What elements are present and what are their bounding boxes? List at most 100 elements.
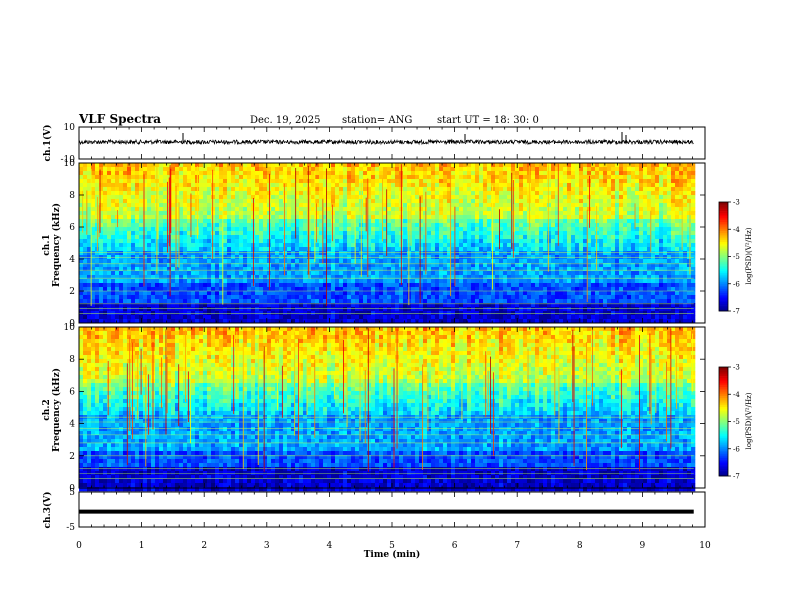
- ch1-spec-cell: [379, 279, 384, 284]
- ch1-spec-cell: [303, 219, 308, 224]
- ch1-spec-cell: [683, 163, 688, 168]
- ch1-spec-cell: [503, 283, 508, 288]
- ch1-spec-cell: [543, 191, 548, 196]
- ch1-spec-cell: [183, 239, 188, 244]
- ch1-spec-cell: [223, 195, 228, 200]
- ch1-spec-cell: [459, 263, 464, 268]
- ch1-spec-cell: [83, 195, 88, 200]
- ch1-spec-cell: [607, 171, 612, 176]
- ch1-spec-cell: [503, 235, 508, 240]
- ch1-spec-cell: [303, 263, 308, 268]
- ch1-spec-cell: [471, 175, 476, 180]
- ch1-spec-cell: [123, 239, 128, 244]
- ch1-spec-cell: [371, 219, 376, 224]
- ch1-spec-cell: [435, 267, 440, 272]
- ch1-spec-cell: [611, 215, 616, 220]
- ch1-spec-cell: [427, 211, 432, 216]
- ch1-spec-cell: [475, 231, 480, 236]
- ch1-spec-cell: [443, 175, 448, 180]
- ch1-spec-cell: [179, 211, 184, 216]
- ch1-spec-cell: [311, 199, 316, 204]
- ch1-spec-cell: [123, 183, 128, 188]
- ch1-spec-cell: [355, 287, 360, 292]
- ch1-spec-cell: [567, 271, 572, 276]
- ch1-spec-cell: [543, 183, 548, 188]
- ch1-spec-cell: [375, 251, 380, 256]
- ch1-spec-cell: [483, 163, 488, 168]
- ch1-spec-cell: [507, 267, 512, 272]
- ch1-spec-cell: [163, 211, 168, 216]
- ch1-spec-cell: [367, 215, 372, 220]
- ch1-spec-cell: [611, 187, 616, 192]
- ch1-spec-cell: [239, 239, 244, 244]
- ch1-spec-cell: [131, 267, 136, 272]
- ch1-spec-cell: [351, 171, 356, 176]
- ch1-spec-cell: [95, 275, 100, 280]
- ch1-spec-cell: [91, 227, 96, 232]
- ch1-spec-cell: [687, 219, 692, 224]
- ch1-spec-cell: [615, 167, 620, 172]
- ch1-spec-cell: [655, 227, 660, 232]
- ch1-spec-cell: [239, 231, 244, 236]
- ch1-spec-cell: [563, 235, 568, 240]
- ch1-spec-cell: [251, 179, 256, 184]
- ch1-spec-cell: [531, 171, 536, 176]
- ch1-spec-cell: [479, 207, 484, 212]
- ch1-spec-cell: [483, 275, 488, 280]
- ch1-spec-cell: [211, 239, 216, 244]
- ch1-spec-cell: [259, 215, 264, 220]
- ch1-spec-cell: [563, 263, 568, 268]
- ch1-spec-cell: [579, 259, 584, 264]
- ch1-spec-cell: [419, 259, 424, 264]
- ch1-spec-cell: [539, 195, 544, 200]
- ch1-spec-cell: [643, 199, 648, 204]
- ch1-spec-cell: [687, 263, 692, 268]
- ch1-spec-cell: [495, 215, 500, 220]
- ch1-spec-cell: [95, 167, 100, 172]
- ch1-spec-cell: [451, 163, 456, 168]
- ch1-spec-cell: [503, 219, 508, 224]
- ch1-spec-cell: [295, 175, 300, 180]
- ch1-spec-cell: [611, 219, 616, 224]
- ch1-spec-cell: [207, 247, 212, 252]
- ch1-spec-cell: [371, 215, 376, 220]
- ch1-spec-cell: [439, 207, 444, 212]
- ch1-spec-cell: [231, 275, 236, 280]
- ch1-spec-cell: [423, 235, 428, 240]
- ch1-spec-cell: [199, 251, 204, 256]
- ch1-spec-cell: [215, 223, 220, 228]
- ch1-spec-cell: [531, 243, 536, 248]
- ch1-spec-cell: [215, 183, 220, 188]
- ch1-spec-cell: [675, 231, 680, 236]
- ch1-spec-cell: [315, 211, 320, 216]
- ch1-spec-cell: [467, 239, 472, 244]
- ch1-spec-cell: [611, 235, 616, 240]
- ch1-spec-cell: [171, 171, 176, 176]
- ch1-spec-cell: [643, 171, 648, 176]
- ch1-spec-cell: [619, 275, 624, 280]
- ch1-spec-cell: [683, 195, 688, 200]
- ch1-spec-cell: [387, 207, 392, 212]
- ch1-spec-cell: [331, 279, 336, 284]
- ch1-spec-cell: [623, 191, 628, 196]
- ch1-spec-cell: [419, 167, 424, 172]
- ch1-spec-cell: [563, 171, 568, 176]
- ch1-spec-cell: [383, 271, 388, 276]
- ch1-spec-cell: [259, 279, 264, 284]
- ch1-spec-cell: [471, 259, 476, 264]
- ch1-spec-cell: [623, 223, 628, 228]
- ch1-spec-cell: [319, 231, 324, 236]
- ch1-spec-cell: [631, 227, 636, 232]
- ch1-spec-cell: [603, 171, 608, 176]
- ch1-spec-cell: [431, 227, 436, 232]
- ch1-spec-cell: [103, 203, 108, 208]
- ch1-spec-cell: [175, 271, 180, 276]
- ch1-spec-cell: [675, 203, 680, 208]
- ch1-spec-cell: [191, 243, 196, 248]
- ch1-spec-cell: [159, 243, 164, 248]
- ch1-spec-cell: [667, 219, 672, 224]
- ch1-spec-cell: [215, 227, 220, 232]
- ch1-spec-cell: [187, 215, 192, 220]
- ch1-spec-cell: [611, 171, 616, 176]
- ch1-spec-cell: [487, 167, 492, 172]
